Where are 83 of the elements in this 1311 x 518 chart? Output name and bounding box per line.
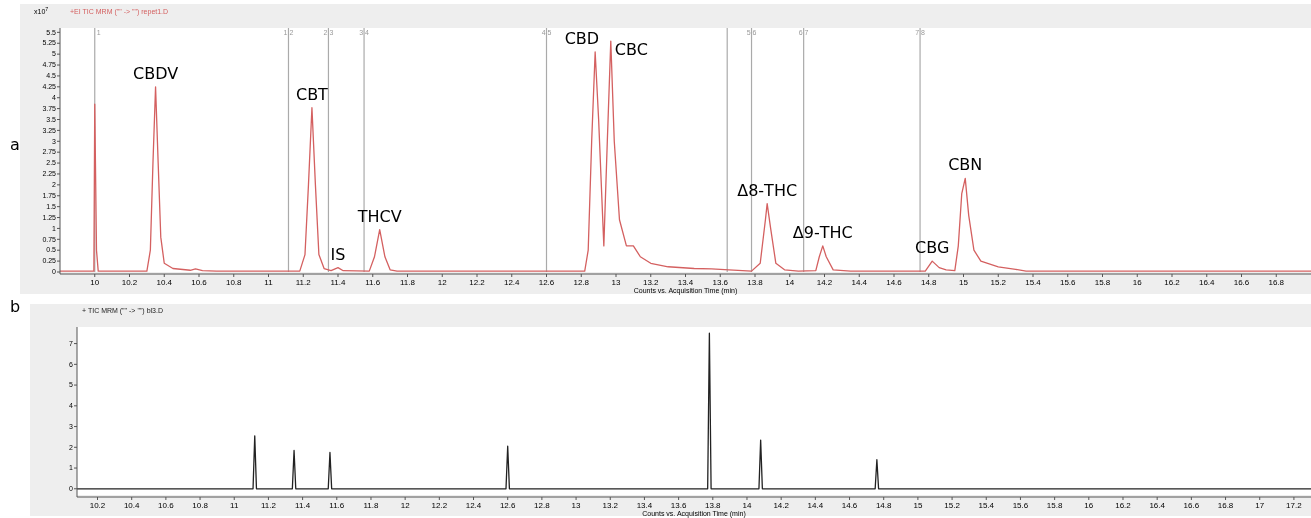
- x-tick-label: 11.4: [330, 278, 347, 287]
- x-tick-label: 11.4: [295, 501, 311, 510]
- x-tick-label: 10.6: [158, 501, 175, 510]
- x-tick-label: 13.6: [712, 278, 729, 287]
- x-tick-label: 16.6: [1233, 278, 1250, 287]
- x-tick-label: 13.6: [670, 501, 687, 510]
- x-tick-label: 15: [913, 501, 923, 510]
- x-tick-label: 16.8: [1268, 278, 1285, 287]
- x-tick-label: 12.6: [538, 278, 555, 287]
- x-tick-label: 14.2: [816, 278, 833, 287]
- x-tick-label: 10.8: [192, 501, 209, 510]
- x-tick-label: 13.4: [636, 501, 653, 510]
- text: b: [10, 297, 21, 316]
- x-tick-label: 12.6: [499, 501, 517, 510]
- x-tick-label: 15.8: [1046, 501, 1063, 510]
- x-tick-label: 14.4: [807, 501, 824, 510]
- x-tick-label: 11.6: [365, 278, 381, 287]
- x-tick-label: 14: [785, 278, 795, 287]
- x-tick-label: 14.8: [920, 278, 938, 287]
- x-tick-label: 10.2: [89, 501, 106, 510]
- x-tick-label: 13.8: [705, 501, 722, 510]
- annotation: CBT: [295, 84, 329, 104]
- x-tick-label: 11.6: [329, 501, 345, 510]
- x-tick-label: 16.4: [1198, 278, 1216, 287]
- x-tick-label: 13.8: [747, 278, 764, 287]
- annotation: CBDV: [132, 63, 179, 83]
- x-tick-label: 12.2: [431, 501, 448, 510]
- x-tick-label: 12.4: [465, 501, 482, 510]
- x-tick-label: 15.8: [1094, 278, 1111, 287]
- x-tick-label: 15.4: [978, 501, 995, 510]
- x-tick-label: 12: [400, 501, 411, 510]
- annotation: CBC: [614, 40, 648, 60]
- x-tick-label: 14.8: [875, 501, 893, 510]
- x-tick-label: 14.6: [841, 501, 858, 510]
- x-tick-label: 16.2: [1164, 278, 1181, 287]
- x-tick-label: 13.2: [642, 278, 660, 287]
- x-tick-label: 12.2: [469, 278, 486, 287]
- x-tick-label: 11: [230, 501, 239, 510]
- x-tick-label: 11.8: [400, 278, 416, 287]
- x-tick-label: 15.6: [1059, 278, 1077, 287]
- x-tick-label: 12: [437, 278, 448, 287]
- x-tick-label: 13.4: [677, 278, 694, 287]
- annotation: CBG: [915, 238, 950, 258]
- x-tick-label: 14.4: [851, 278, 868, 287]
- annotation: IS: [330, 244, 346, 264]
- text: a: [10, 135, 20, 154]
- annotation: THCV: [356, 206, 402, 226]
- x-tick-label: 11.2: [260, 501, 277, 510]
- x-tick-label: 16: [1132, 278, 1143, 287]
- x-tick-label: 13.2: [602, 501, 619, 510]
- annotation: Δ8-THC: [737, 180, 798, 200]
- x-tick-label: 14.6: [886, 278, 903, 287]
- x-tick-label: 14: [742, 501, 752, 510]
- x-tick-label: 16: [1084, 501, 1094, 510]
- x-tick-label: 16.2: [1115, 501, 1132, 510]
- x-tick-label: 11.8: [363, 501, 380, 510]
- x-tick-label: 14.2: [773, 501, 790, 510]
- annotation: Δ9-THC: [792, 222, 853, 242]
- x-tick-label: 15.6: [1012, 501, 1029, 510]
- x-tick-label: 17.2: [1286, 501, 1303, 510]
- x-tick-label: 10.4: [156, 278, 173, 287]
- x-tick-label: 10.2: [121, 278, 138, 287]
- x-tick-label: 16.8: [1217, 501, 1234, 510]
- x-tick-label: 10.6: [191, 278, 208, 287]
- x-tick-label: 13: [571, 501, 582, 510]
- x-tick-label: 11: [264, 278, 274, 287]
- x-tick-label: 15.2: [990, 278, 1007, 287]
- annotation: CBN: [948, 155, 983, 175]
- x-tick-label: 10: [90, 278, 100, 287]
- x-tick-label: 17: [1255, 501, 1265, 510]
- x-tick-label: 15: [959, 278, 969, 287]
- x-tick-label: 16.6: [1183, 501, 1200, 510]
- x-tick-label: 12.8: [534, 501, 551, 510]
- annotation: CBD: [564, 28, 600, 48]
- x-tick-label: 11.2: [295, 278, 312, 287]
- x-tick-label: 13: [611, 278, 621, 287]
- x-tick-label: 10.8: [225, 278, 243, 287]
- x-tick-label: 12.4: [503, 278, 521, 287]
- x-tick-label: 12.8: [573, 278, 590, 287]
- x-tick-label: 10.4: [123, 501, 141, 510]
- x-tick-label: 15.4: [1025, 278, 1042, 287]
- x-tick-label: 15.2: [944, 501, 961, 510]
- x-tick-label: 16.4: [1149, 501, 1166, 510]
